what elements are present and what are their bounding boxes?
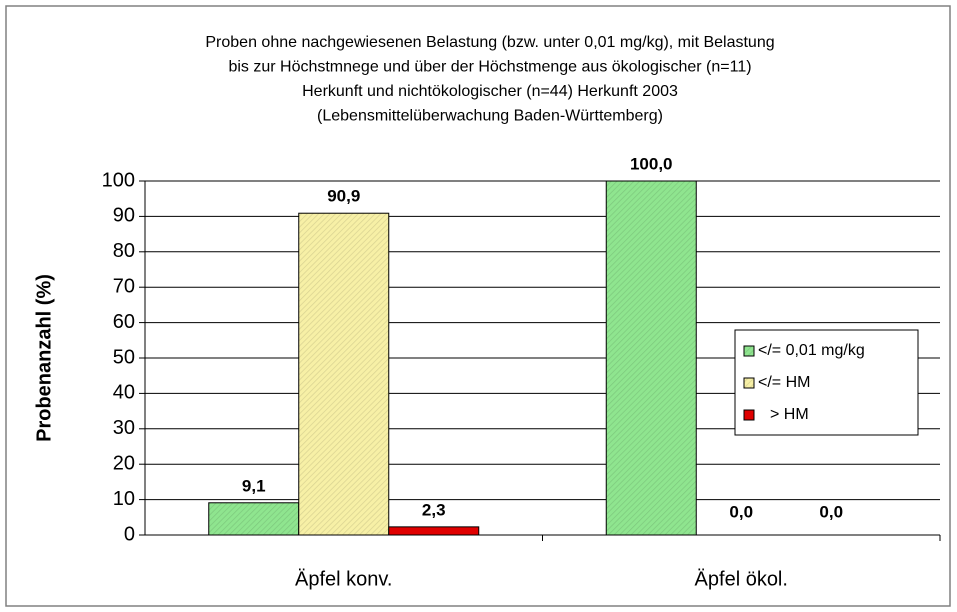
y-tick-label: 20 <box>113 452 135 474</box>
y-tick-label: 30 <box>113 417 135 439</box>
data-label: 0,0 <box>819 502 843 521</box>
chart-title: Proben ohne nachgewiesenen Belastung (bz… <box>205 34 774 51</box>
y-tick-label: 40 <box>113 382 135 404</box>
legend-label: > HM <box>770 406 809 423</box>
y-tick-label: 50 <box>113 346 135 368</box>
y-tick-label: 80 <box>113 240 135 262</box>
chart-title: (Lebensmittelüberwachung Baden-Württembe… <box>317 108 663 125</box>
y-tick-label: 60 <box>113 311 135 333</box>
bar <box>388 526 480 536</box>
chart-title: bis zur Höchstmnege und über der Höchstm… <box>228 59 751 76</box>
chart-frame <box>5 5 951 607</box>
legend-swatch <box>743 377 755 389</box>
data-label: 2,3 <box>422 500 446 519</box>
bar <box>605 180 697 536</box>
y-tick-label: 10 <box>113 488 135 510</box>
legend-label: </= 0,01 mg/kg <box>758 342 865 359</box>
y-tick-label: 0 <box>124 523 135 545</box>
data-label: 100,0 <box>630 154 673 173</box>
x-tick-label: Äpfel konv. <box>295 568 392 590</box>
legend-label: </= HM <box>758 374 810 391</box>
bar <box>298 212 390 536</box>
y-tick-label: 100 <box>102 169 135 191</box>
y-tick-label: 90 <box>113 205 135 227</box>
legend-swatch <box>743 345 755 357</box>
data-label: 9,1 <box>242 476 266 495</box>
data-label: 90,9 <box>327 187 360 206</box>
y-tick-label: 70 <box>113 275 135 297</box>
legend-swatch <box>743 409 755 421</box>
x-tick-label: Äpfel ökol. <box>695 568 788 590</box>
y-axis-label: Probenanzahl (%) <box>33 274 55 442</box>
legend-box <box>734 329 919 436</box>
chart-title: Herkunft und nichtökologischer (n=44) He… <box>302 83 678 100</box>
data-label: 0,0 <box>729 502 753 521</box>
bar <box>208 502 300 536</box>
